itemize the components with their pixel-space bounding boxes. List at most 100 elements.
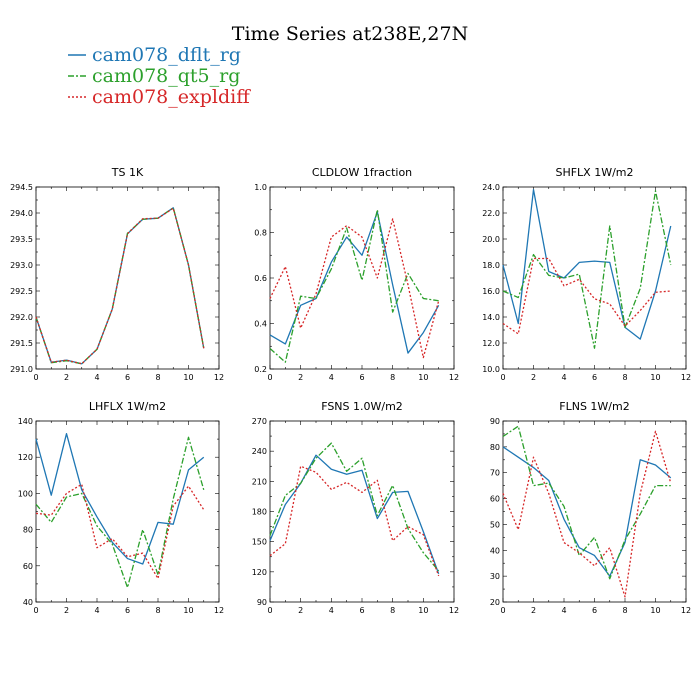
y-tick-label: 14.0	[482, 313, 500, 322]
series-line-cam078_expldiff	[269, 218, 440, 359]
x-tick-label: 0	[500, 606, 505, 615]
y-tick-label: 210	[252, 477, 267, 486]
x-tick-label: 10	[418, 373, 428, 382]
y-tick-label: 18.0	[482, 261, 500, 270]
x-tick-label: 12	[214, 373, 224, 382]
y-tick-label: 270	[252, 417, 267, 426]
x-tick-label: 2	[64, 606, 69, 615]
y-tick-label: 240	[252, 447, 267, 456]
y-tick-label: 30	[490, 572, 500, 581]
x-tick-label: 8	[390, 373, 395, 382]
y-tick-label: 292.0	[10, 313, 33, 322]
x-tick-label: 4	[329, 373, 334, 382]
y-tick-label: 0.4	[254, 320, 267, 329]
legend: cam078_dflt_rg cam078_qt5_rg cam078_expl…	[68, 44, 251, 108]
series-line-cam078_expldiff	[35, 207, 205, 365]
plot-frame	[269, 420, 455, 603]
panel-title: CLDLOW 1fraction	[312, 166, 412, 179]
panel-title: FSNS 1.0W/m2	[321, 400, 403, 413]
y-tick-label: 180	[252, 508, 267, 517]
y-tick-label: 150	[252, 538, 267, 547]
x-tick-label: 0	[267, 373, 272, 382]
x-tick-label: 0	[33, 606, 38, 615]
series-line-cam078_expldiff	[502, 430, 672, 598]
series-line-cam078_qt5_rg	[269, 442, 440, 572]
chart-panel: CLDLOW 1fraction 0 2 4 6 8 10 12 0.2 0.4 0.6 0.8 1.0	[254, 166, 459, 382]
legend-label-expldiff: cam078_expldiff	[92, 86, 251, 108]
y-tick-label: 60	[23, 562, 33, 571]
panel-title: SHFLX 1W/m2	[555, 166, 633, 179]
x-tick-label: 6	[125, 373, 130, 382]
x-tick-label: 8	[155, 606, 160, 615]
series-line-cam078_dflt_rg	[269, 211, 440, 354]
chart-panel: TS 1K 0 2 4 6 8 10 12 291.0 291.5 292.0 292.5 293.0 2…	[10, 166, 224, 382]
series-line-cam078_qt5_rg	[502, 425, 671, 580]
y-tick-label: 80	[23, 526, 33, 535]
y-tick-label: 120	[252, 568, 267, 577]
x-tick-label: 2	[298, 606, 303, 615]
legend-label-dflt: cam078_dflt_rg	[92, 44, 241, 66]
y-tick-label: 20	[490, 598, 500, 607]
x-tick-label: 0	[267, 606, 272, 615]
x-tick-label: 4	[561, 606, 566, 615]
x-tick-label: 4	[329, 606, 334, 615]
y-tick-label: 80	[490, 443, 500, 452]
y-tick-label: 291.0	[10, 365, 33, 374]
y-tick-label: 294.0	[10, 209, 33, 218]
x-tick-label: 6	[592, 606, 597, 615]
series-line-cam078_dflt_rg	[502, 188, 672, 340]
y-tick-label: 140	[18, 417, 33, 426]
panel-title: FLNS 1W/m2	[559, 400, 629, 413]
x-tick-label: 10	[183, 606, 193, 615]
chart-panel: SHFLX 1W/m2 0 2 4 6 8 10 12 10.0 12.0 14.0 16.0 18.0…	[482, 166, 691, 382]
legend-label-qt5: cam078_qt5_rg	[92, 65, 240, 87]
x-tick-label: 2	[64, 373, 69, 382]
panel-title: LHFLX 1W/m2	[89, 400, 166, 413]
y-tick-label: 100	[18, 489, 33, 498]
y-tick-label: 24.0	[482, 183, 500, 192]
x-tick-label: 8	[155, 373, 160, 382]
x-tick-label: 10	[650, 373, 660, 382]
series-line-cam078_qt5_rg	[35, 207, 205, 365]
figure-title: Time Series at238E,27N	[232, 23, 468, 45]
x-tick-label: 4	[561, 373, 566, 382]
y-tick-label: 12.0	[482, 339, 500, 348]
x-tick-label: 8	[622, 373, 627, 382]
y-tick-label: 291.5	[10, 339, 33, 348]
chart-panel: FSNS 1.0W/m2 0 2 4 6 8 10 12 90 120 150 180 210 240 27…	[252, 400, 459, 615]
chart-panel: LHFLX 1W/m2 0 2 4 6 8 10 12 40 60 80 100 120 140	[18, 400, 224, 615]
x-tick-label: 6	[359, 606, 364, 615]
x-tick-label: 8	[622, 606, 627, 615]
y-tick-label: 20.0	[482, 235, 500, 244]
y-tick-label: 50	[490, 520, 500, 529]
y-tick-label: 293.0	[10, 261, 33, 270]
y-tick-label: 90	[490, 417, 500, 426]
series-line-cam078_dflt_rg	[35, 207, 205, 365]
x-tick-label: 12	[449, 373, 459, 382]
x-tick-label: 4	[94, 373, 99, 382]
plot-frame	[502, 420, 687, 603]
x-tick-label: 10	[650, 606, 660, 615]
x-tick-label: 4	[94, 606, 99, 615]
x-tick-label: 12	[449, 606, 459, 615]
y-tick-label: 0.6	[254, 274, 267, 283]
y-tick-label: 22.0	[482, 209, 500, 218]
x-tick-label: 2	[531, 606, 536, 615]
series-line-cam078_qt5_rg	[269, 209, 439, 363]
x-tick-label: 2	[298, 373, 303, 382]
x-tick-label: 2	[531, 373, 536, 382]
y-tick-label: 40	[23, 598, 33, 607]
x-tick-label: 6	[125, 606, 130, 615]
plot-frame	[35, 186, 220, 370]
x-tick-label: 8	[390, 606, 395, 615]
panels: TS 1K 0 2 4 6 8 10 12 291.0 291.5 292.0 292.5 293.0 2…	[10, 166, 691, 615]
y-tick-label: 292.5	[10, 287, 33, 296]
series-line-cam078_dflt_rg	[502, 446, 672, 577]
series-line-cam078_dflt_rg	[35, 433, 205, 565]
x-tick-label: 6	[592, 373, 597, 382]
y-tick-label: 70	[490, 469, 500, 478]
series-line-cam078_expldiff	[35, 483, 205, 580]
y-tick-label: 90	[257, 598, 267, 607]
x-tick-label: 12	[681, 373, 691, 382]
